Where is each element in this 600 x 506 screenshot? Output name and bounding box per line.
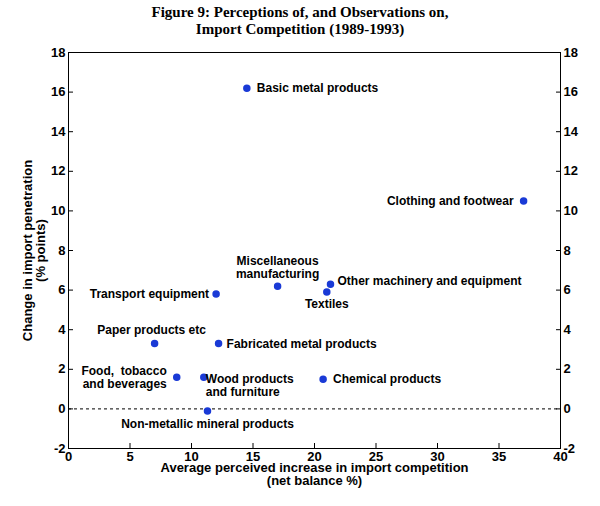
svg-text:25: 25 xyxy=(368,448,384,464)
svg-text:-2: -2 xyxy=(564,441,576,456)
svg-text:Basic metal products: Basic metal products xyxy=(257,81,379,95)
svg-text:15: 15 xyxy=(245,448,261,464)
svg-text:10: 10 xyxy=(51,203,65,218)
svg-text:Miscellaneousmanufacturing: Miscellaneousmanufacturing xyxy=(236,254,319,281)
svg-text:14: 14 xyxy=(51,124,66,139)
svg-text:4: 4 xyxy=(564,322,572,337)
svg-text:Clothing and footwear: Clothing and footwear xyxy=(387,194,514,208)
svg-text:Fabricated metal products: Fabricated metal products xyxy=(227,337,377,351)
svg-text:6: 6 xyxy=(564,282,571,297)
svg-text:Food, tobaccoand beverages: Food, tobaccoand beverages xyxy=(81,364,167,391)
svg-text:18: 18 xyxy=(564,45,578,60)
svg-text:Change in import penetration(%: Change in import penetration(% points) xyxy=(20,160,48,341)
html-text:Import Competition (1989-1993): Import Competition (1989-1993) xyxy=(195,21,405,37)
svg-text:Average perceived increase in: Average perceived increase in import com… xyxy=(160,460,468,488)
svg-text:16: 16 xyxy=(51,84,65,99)
svg-text:-2: -2 xyxy=(54,441,66,456)
svg-text:8: 8 xyxy=(58,243,65,258)
svg-text:10: 10 xyxy=(184,448,199,464)
svg-text:12: 12 xyxy=(564,163,578,178)
svg-text:35: 35 xyxy=(492,449,506,464)
svg-text:Chemical products: Chemical products xyxy=(333,372,441,386)
svg-text:18: 18 xyxy=(51,45,65,60)
svg-text:Wood productsand furniture: Wood productsand furniture xyxy=(206,372,294,399)
svg-text:6: 6 xyxy=(58,282,65,297)
svg-text:10: 10 xyxy=(564,203,578,218)
svg-text:0: 0 xyxy=(65,449,72,464)
svg-text:16: 16 xyxy=(564,84,578,99)
svg-text:2: 2 xyxy=(564,361,571,376)
svg-text:Paper products etc: Paper products etc xyxy=(97,323,206,337)
svg-text:5: 5 xyxy=(126,449,133,464)
svg-text:30: 30 xyxy=(430,448,445,464)
svg-text:14: 14 xyxy=(564,124,579,139)
svg-text:4: 4 xyxy=(58,322,66,337)
svg-text:20: 20 xyxy=(307,448,322,464)
svg-text:40: 40 xyxy=(553,448,568,464)
svg-text:Textiles: Textiles xyxy=(305,297,349,311)
html-text:Figure 9: Perceptions of, and: Figure 9: Perceptions of, and Observatio… xyxy=(151,4,449,20)
svg-text:Other machinery and equipment: Other machinery and equipment xyxy=(337,274,521,288)
svg-text:2: 2 xyxy=(58,361,65,376)
svg-text:0: 0 xyxy=(564,401,571,416)
svg-text:0: 0 xyxy=(58,401,65,416)
svg-text:8: 8 xyxy=(564,243,571,258)
svg-text:Transport equipment: Transport equipment xyxy=(90,287,209,301)
svg-text:Non-metallic mineral products: Non-metallic mineral products xyxy=(121,417,294,431)
svg-text:12: 12 xyxy=(51,163,65,178)
